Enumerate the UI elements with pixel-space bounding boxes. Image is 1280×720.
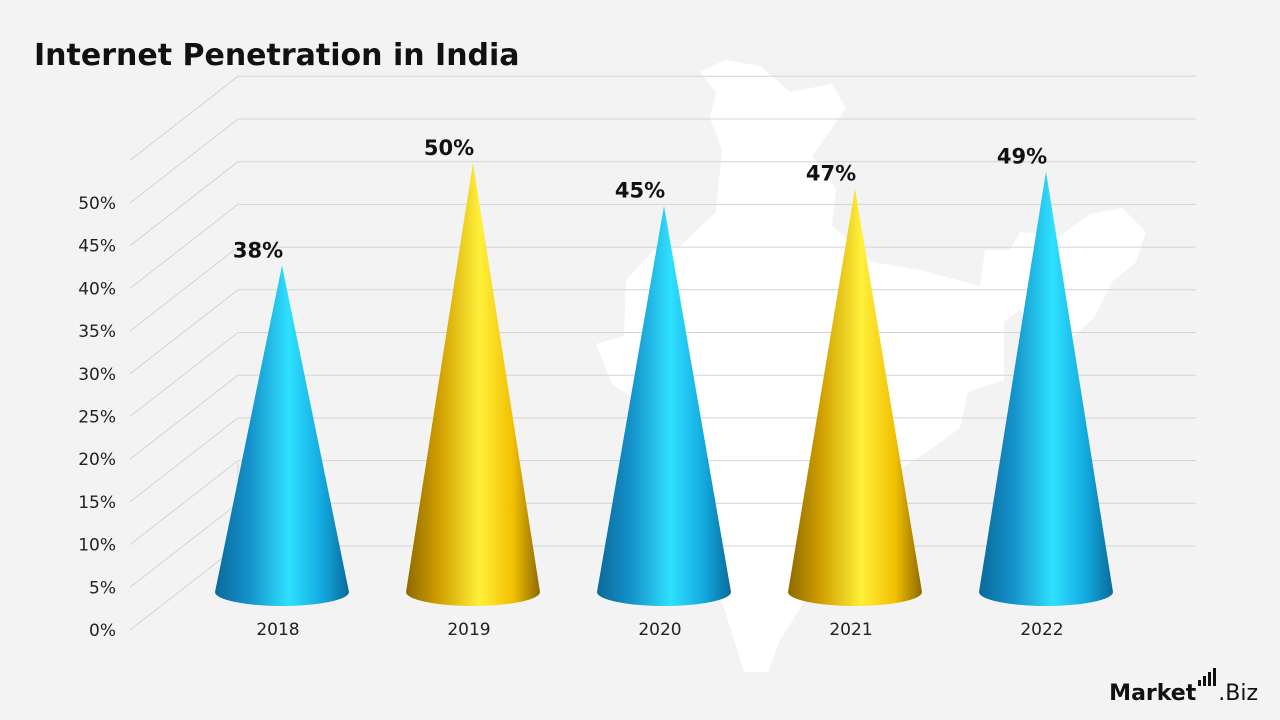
y-tick-label: 10% [78,536,116,556]
grid-diagonal [129,417,239,503]
bar-chart-icon [1198,668,1217,686]
x-tick-label: 2018 [256,620,299,640]
y-tick-label: 5% [89,578,116,598]
brand-logo: Market .Biz [1109,668,1258,706]
brand-name: Market [1109,681,1197,706]
y-tick-label: 0% [89,621,116,641]
value-label: 45% [615,179,665,203]
cone-bar-2022 [979,171,1113,607]
y-tick-label: 50% [78,194,116,214]
cone-bar-2021 [788,188,922,606]
value-label: 47% [806,162,856,186]
y-tick-label: 15% [78,493,116,513]
grid-diagonal [129,332,239,417]
cone-bar-2020 [597,205,731,606]
x-tick-label: 2019 [447,620,490,640]
grid-diagonal [129,374,239,460]
grid-diagonal [129,502,239,588]
chart-title: Internet Penetration in India [34,38,520,73]
value-label: 50% [424,136,474,160]
grid-diagonal [129,161,239,247]
grid-diagonal [129,289,239,375]
y-tick-label: 30% [78,365,116,385]
grid-diagonal [129,204,239,289]
x-tick-label: 2022 [1020,620,1063,640]
y-tick-label: 35% [78,322,116,342]
grid-diagonal [129,545,239,631]
grid-diagonal [129,75,239,161]
cone-bar-2019 [406,163,540,606]
y-tick-label: 45% [78,237,116,257]
value-label: 38% [233,238,283,262]
grid-diagonal [129,460,239,545]
y-tick-label: 25% [78,408,116,428]
value-label: 49% [997,145,1047,169]
cone-bar-2018 [215,265,349,606]
grid-diagonal [129,118,239,204]
y-tick-label: 40% [78,279,116,299]
y-tick-label: 20% [78,450,116,470]
x-tick-label: 2020 [638,620,681,640]
x-tick-label: 2021 [829,620,872,640]
grid-diagonal [129,246,239,332]
brand-suffix: .Biz [1218,681,1258,706]
